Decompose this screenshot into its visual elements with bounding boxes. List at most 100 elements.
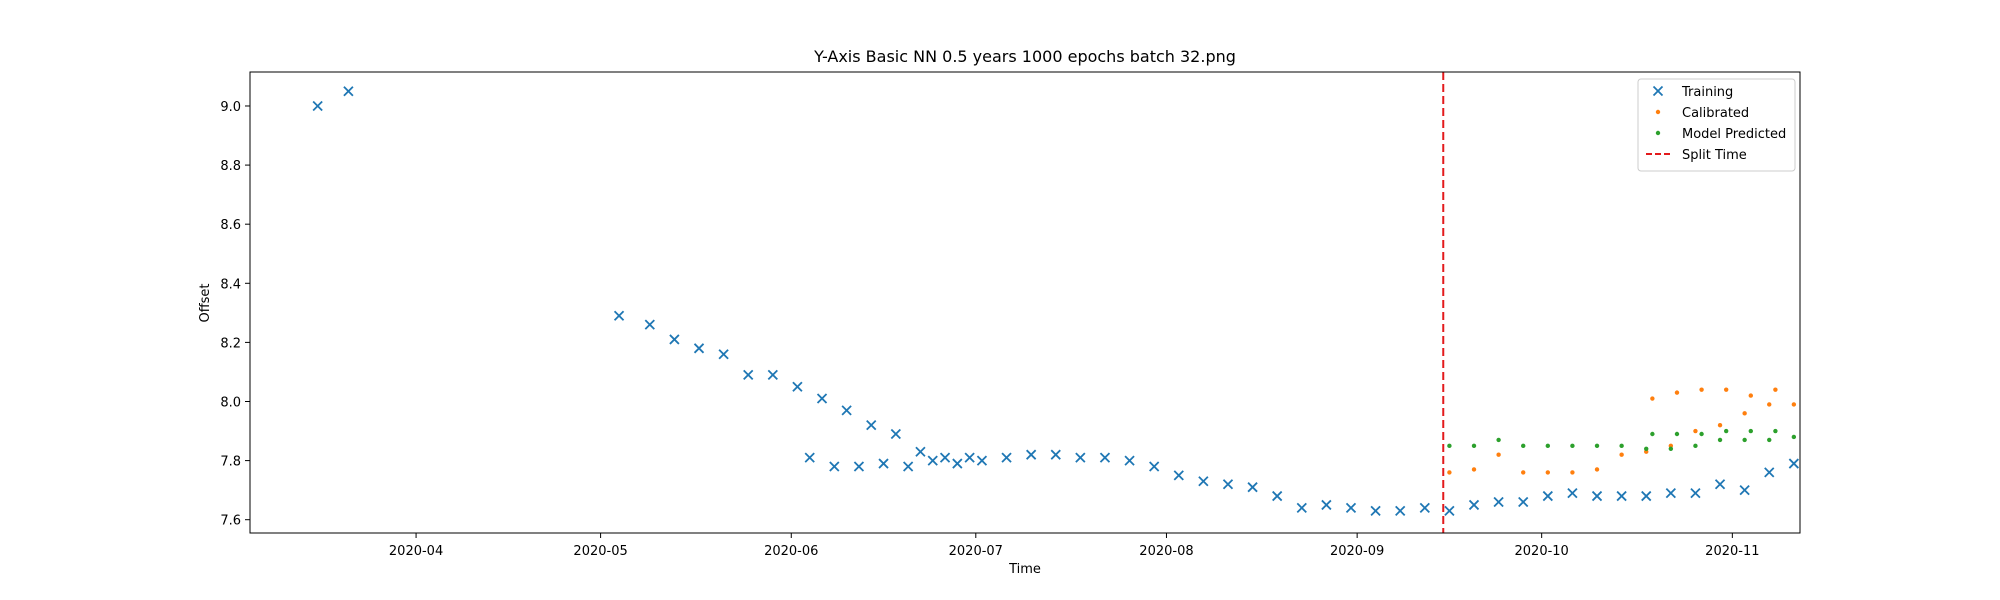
training-point — [902, 461, 914, 472]
training-point — [1075, 452, 1086, 463]
legend-marker-calibrated — [1655, 109, 1661, 115]
training-point — [1247, 482, 1258, 493]
calibrated-point — [1773, 387, 1778, 392]
x-tick-label: 2020-08 — [1139, 544, 1193, 559]
training-point — [1468, 499, 1480, 511]
training-point — [743, 369, 754, 381]
training-point — [1641, 490, 1652, 502]
calibrated-point — [1723, 387, 1729, 392]
training-point — [1149, 461, 1160, 472]
y-tick-label: 7.6 — [220, 514, 241, 529]
calibrated-point — [1742, 411, 1747, 416]
model-predicted-point — [1791, 434, 1797, 440]
x-tick-label: 2020-07 — [949, 544, 1003, 559]
training-point — [853, 461, 865, 472]
y-tick-label: 9.0 — [220, 100, 241, 115]
calibrated-point — [1545, 470, 1551, 475]
training-point — [1370, 505, 1381, 516]
legend-label-split-time: Split Time — [1682, 148, 1747, 163]
training-point — [1026, 449, 1037, 460]
calibrated-point — [1699, 387, 1704, 392]
model-predicted-point — [1693, 443, 1698, 449]
plot-frame — [249, 71, 1801, 534]
y-tick-label: 7.8 — [220, 455, 241, 470]
training-point — [841, 405, 852, 416]
training-point — [890, 428, 901, 440]
training-point — [964, 452, 975, 463]
training-point — [644, 319, 655, 330]
training-point — [952, 458, 963, 469]
legend-marker-training — [1652, 85, 1664, 97]
training-point — [1690, 487, 1701, 499]
training-point — [1714, 479, 1726, 490]
training-point — [1518, 496, 1529, 508]
training-point — [878, 458, 889, 469]
y-tick-label: 8.0 — [220, 395, 241, 410]
calibrated-point — [1674, 390, 1680, 395]
training-point — [927, 455, 938, 466]
training-point — [343, 86, 354, 97]
plot-area — [312, 72, 1799, 533]
training-point — [312, 100, 323, 112]
training-point — [1419, 502, 1430, 514]
x-axis-title: Time — [1008, 562, 1041, 577]
x-tick-label: 2020-04 — [389, 544, 443, 559]
training-point — [1001, 452, 1012, 463]
training-point — [1739, 485, 1750, 496]
training-point — [1788, 458, 1799, 469]
training-point — [866, 420, 877, 431]
training-point — [829, 461, 840, 472]
x-tick-label: 2020-10 — [1515, 544, 1569, 559]
training-point — [1493, 496, 1504, 508]
legend: Training Calibrated Model Predicted Split T… — [1637, 78, 1796, 172]
training-point — [1050, 449, 1061, 460]
training-point — [1222, 479, 1234, 490]
x-tick-label: 2020-11 — [1705, 544, 1759, 559]
training-point — [1567, 487, 1578, 499]
x-axis: 2020-04 2020-05 2020-06 2020-07 2020-08 2020-… — [389, 533, 1760, 559]
calibrated-point — [1717, 422, 1723, 428]
legend-marker-model-predicted — [1655, 130, 1661, 136]
training-point — [1296, 502, 1307, 514]
calibrated-point — [1521, 470, 1526, 475]
calibrated-point — [1650, 396, 1655, 401]
x-tick-label: 2020-09 — [1330, 544, 1384, 559]
training-point — [1321, 499, 1332, 511]
y-axis-title: Offset — [198, 283, 213, 322]
training-point — [939, 452, 951, 463]
training-point — [1616, 490, 1627, 502]
training-point — [669, 334, 680, 345]
model-predicted-point — [1668, 446, 1674, 451]
model-predicted-point — [1570, 443, 1575, 449]
training-point — [1124, 455, 1135, 466]
training-point — [804, 452, 815, 463]
training-point — [693, 343, 705, 354]
model-predicted-point — [1644, 446, 1649, 451]
calibrated-point — [1594, 467, 1600, 472]
legend-label-calibrated: Calibrated — [1682, 106, 1749, 121]
calibrated-point — [1748, 393, 1753, 398]
model-predicted-point — [1447, 443, 1452, 449]
model-predicted-point — [1650, 431, 1655, 437]
calibrated-point — [1570, 470, 1575, 475]
training-point — [1099, 452, 1111, 463]
calibrated-point — [1447, 470, 1452, 475]
y-tick-label: 8.2 — [220, 336, 241, 351]
model-predicted-point — [1748, 428, 1753, 434]
model-predicted-point — [1674, 431, 1680, 437]
model-predicted-point — [1545, 443, 1551, 449]
model-predicted-point — [1773, 428, 1778, 434]
training-point — [1173, 470, 1184, 481]
training-point — [1272, 490, 1283, 502]
training-point — [1591, 490, 1603, 502]
training-point — [792, 381, 803, 392]
legend-label-training: Training — [1681, 85, 1733, 100]
model-predicted-point — [1521, 443, 1526, 449]
y-tick-label: 8.4 — [220, 277, 241, 292]
training-point — [1764, 467, 1775, 478]
calibrated-point — [1496, 452, 1501, 457]
training-point — [613, 310, 625, 321]
x-tick-label: 2020-06 — [764, 544, 818, 559]
y-axis: 7.6 7.8 8.0 8.2 8.4 8.6 8.8 9.0 — [220, 100, 250, 529]
